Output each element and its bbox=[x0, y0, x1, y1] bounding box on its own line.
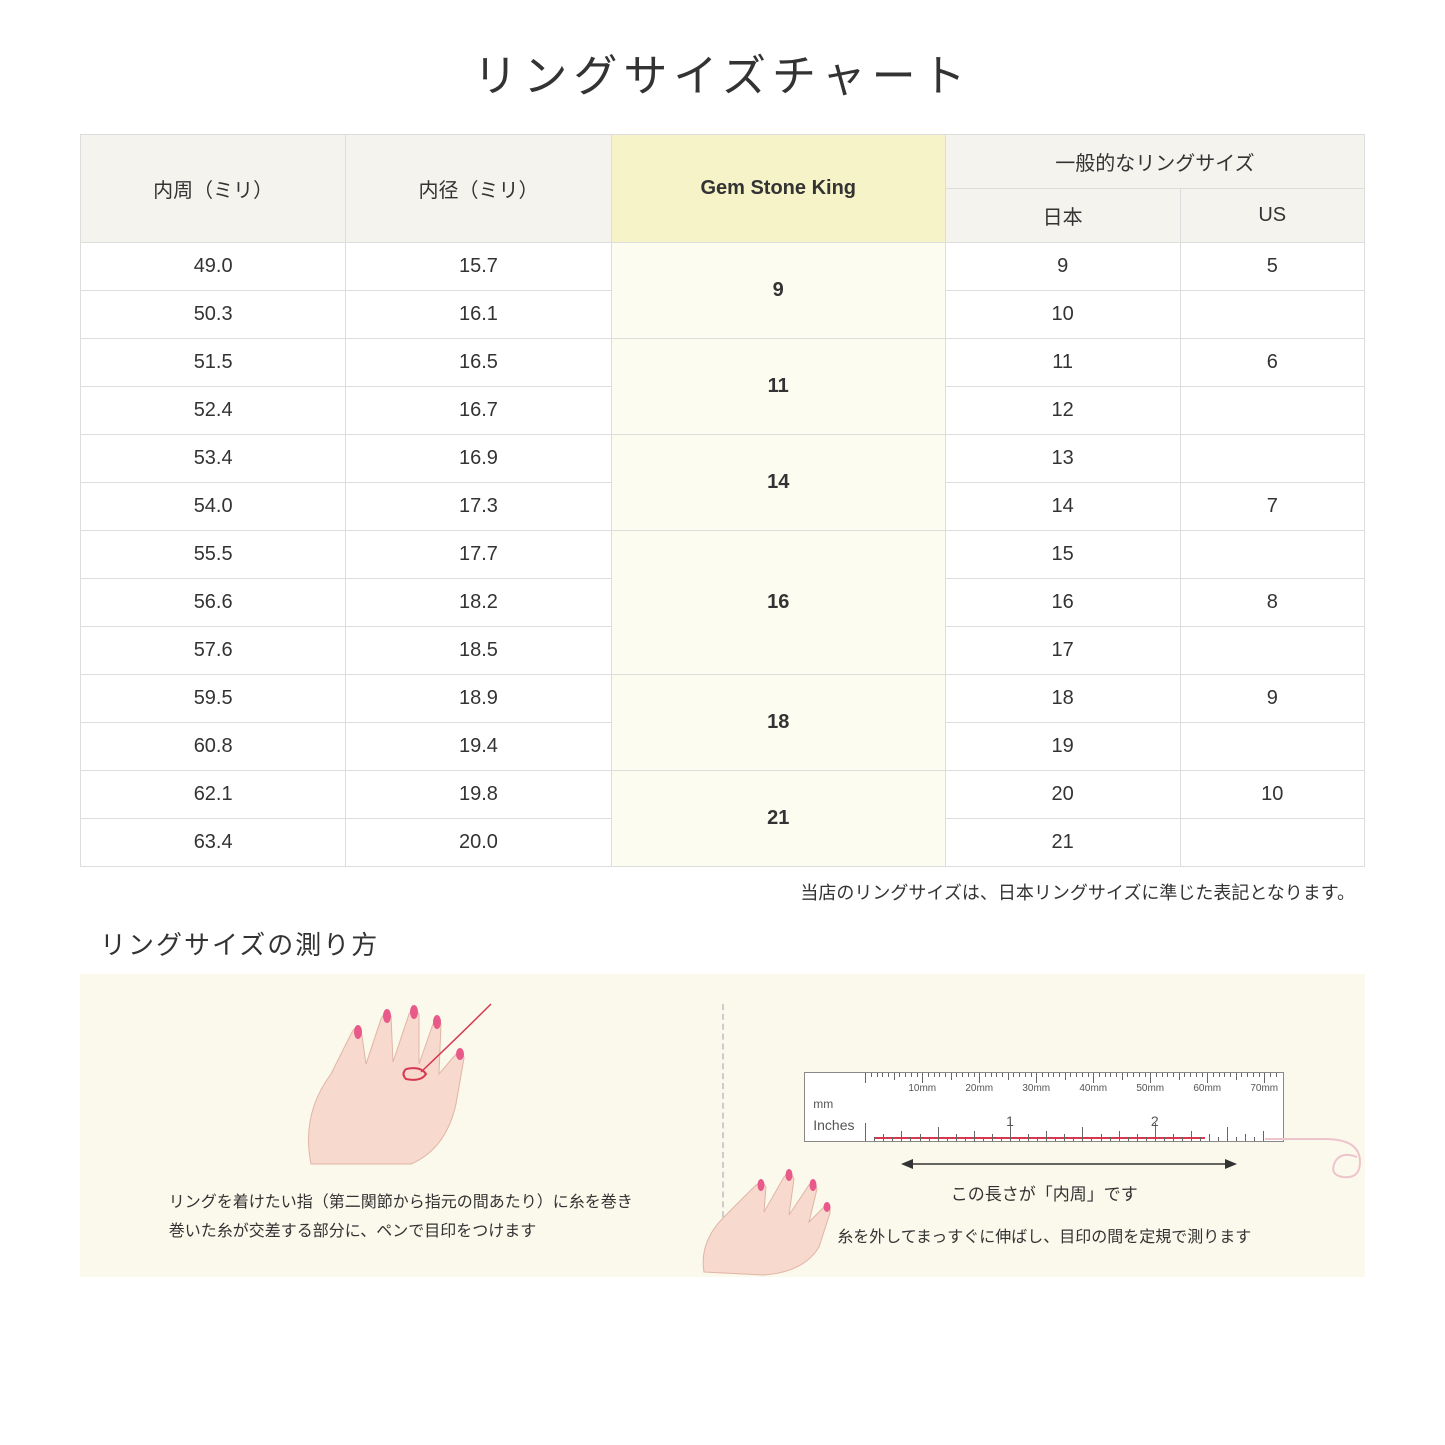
header-japan: 日本 bbox=[945, 189, 1180, 243]
cell-us bbox=[1180, 291, 1364, 339]
cell-us bbox=[1180, 531, 1364, 579]
cell-diameter: 18.2 bbox=[346, 579, 611, 627]
cell-japan: 17 bbox=[945, 627, 1180, 675]
header-diameter: 内径（ミリ） bbox=[346, 135, 611, 243]
cell-diameter: 16.9 bbox=[346, 435, 611, 483]
cell-diameter: 20.0 bbox=[346, 819, 611, 867]
ring-size-table: 内周（ミリ） 内径（ミリ） Gem Stone King 一般的なリングサイズ … bbox=[80, 134, 1365, 867]
cell-japan: 16 bbox=[945, 579, 1180, 627]
cell-japan: 14 bbox=[945, 483, 1180, 531]
header-circumference: 内周（ミリ） bbox=[81, 135, 346, 243]
cell-diameter: 18.5 bbox=[346, 627, 611, 675]
cell-circumference: 62.1 bbox=[81, 771, 346, 819]
cell-us: 10 bbox=[1180, 771, 1364, 819]
cell-japan: 15 bbox=[945, 531, 1180, 579]
cell-us bbox=[1180, 387, 1364, 435]
page-title: リングサイズチャート bbox=[80, 40, 1365, 104]
cell-japan: 20 bbox=[945, 771, 1180, 819]
cell-diameter: 17.3 bbox=[346, 483, 611, 531]
cell-us: 8 bbox=[1180, 579, 1364, 627]
ruler-mm-unit: mm bbox=[813, 1097, 833, 1111]
ruler-in-unit: Inches bbox=[813, 1117, 854, 1133]
header-general: 一般的なリングサイズ bbox=[945, 135, 1364, 189]
measurement-arrow bbox=[899, 1154, 1239, 1174]
header-gsk: Gem Stone King bbox=[611, 135, 945, 243]
measurement-label: この長さが「内周」です bbox=[951, 1180, 1138, 1205]
cell-us bbox=[1180, 723, 1364, 771]
cell-japan: 11 bbox=[945, 339, 1180, 387]
instruction-step-2: mm Inches 10mm20mm30mm40mm50mm60mm70mm12 bbox=[754, 994, 1336, 1247]
cell-circumference: 57.6 bbox=[81, 627, 346, 675]
cell-us bbox=[1180, 435, 1364, 483]
instructions-panel: リングを着けたい指（第二関節から指元の間あたり）に糸を巻き 巻いた糸が交差する部… bbox=[80, 974, 1365, 1277]
hand-measure-illustration bbox=[694, 1157, 854, 1277]
table-row: 59.518.918189 bbox=[81, 675, 1365, 723]
table-row: 51.516.511116 bbox=[81, 339, 1365, 387]
table-row: 53.416.91413 bbox=[81, 435, 1365, 483]
cell-gsk: 11 bbox=[611, 339, 945, 435]
instructions-title: リングサイズの測り方 bbox=[100, 925, 1365, 962]
ruler-illustration: mm Inches 10mm20mm30mm40mm50mm60mm70mm12 bbox=[804, 1072, 1284, 1142]
cell-us: 7 bbox=[1180, 483, 1364, 531]
cell-circumference: 49.0 bbox=[81, 243, 346, 291]
cell-us: 6 bbox=[1180, 339, 1364, 387]
cell-diameter: 19.4 bbox=[346, 723, 611, 771]
cell-us bbox=[1180, 819, 1364, 867]
cell-diameter: 16.7 bbox=[346, 387, 611, 435]
cell-japan: 12 bbox=[945, 387, 1180, 435]
cell-diameter: 17.7 bbox=[346, 531, 611, 579]
cell-gsk: 16 bbox=[611, 531, 945, 675]
cell-japan: 19 bbox=[945, 723, 1180, 771]
cell-circumference: 59.5 bbox=[81, 675, 346, 723]
cell-circumference: 54.0 bbox=[81, 483, 346, 531]
cell-circumference: 50.3 bbox=[81, 291, 346, 339]
cell-diameter: 18.9 bbox=[346, 675, 611, 723]
cell-circumference: 53.4 bbox=[81, 435, 346, 483]
cell-circumference: 63.4 bbox=[81, 819, 346, 867]
cell-diameter: 19.8 bbox=[346, 771, 611, 819]
cell-gsk: 18 bbox=[611, 675, 945, 771]
table-row: 55.517.71615 bbox=[81, 531, 1365, 579]
cell-japan: 10 bbox=[945, 291, 1180, 339]
cell-gsk: 14 bbox=[611, 435, 945, 531]
cell-japan: 21 bbox=[945, 819, 1180, 867]
instruction-step-1: リングを着けたい指（第二関節から指元の間あたり）に糸を巻き 巻いた糸が交差する部… bbox=[110, 994, 692, 1247]
cell-japan: 9 bbox=[945, 243, 1180, 291]
table-row: 62.119.8212010 bbox=[81, 771, 1365, 819]
hand-wrap-illustration bbox=[261, 994, 541, 1174]
cell-diameter: 15.7 bbox=[346, 243, 611, 291]
header-us: US bbox=[1180, 189, 1364, 243]
cell-circumference: 51.5 bbox=[81, 339, 346, 387]
table-row: 49.015.7995 bbox=[81, 243, 1365, 291]
cell-us: 9 bbox=[1180, 675, 1364, 723]
cell-gsk: 21 bbox=[611, 771, 945, 867]
cell-circumference: 55.5 bbox=[81, 531, 346, 579]
cell-diameter: 16.1 bbox=[346, 291, 611, 339]
instruction-text-2: 糸を外してまっすぐに伸ばし、目印の間を定規で測ります bbox=[837, 1223, 1251, 1247]
cell-circumference: 60.8 bbox=[81, 723, 346, 771]
cell-us: 5 bbox=[1180, 243, 1364, 291]
table-note: 当店のリングサイズは、日本リングサイズに準じた表記となります。 bbox=[80, 879, 1365, 905]
cell-japan: 18 bbox=[945, 675, 1180, 723]
instruction-text-1: リングを着けたい指（第二関節から指元の間あたり）に糸を巻き 巻いた糸が交差する部… bbox=[169, 1189, 633, 1247]
cell-us bbox=[1180, 627, 1364, 675]
cell-japan: 13 bbox=[945, 435, 1180, 483]
cell-diameter: 16.5 bbox=[346, 339, 611, 387]
cell-circumference: 52.4 bbox=[81, 387, 346, 435]
cell-gsk: 9 bbox=[611, 243, 945, 339]
thread-curl bbox=[1265, 1127, 1385, 1187]
cell-circumference: 56.6 bbox=[81, 579, 346, 627]
